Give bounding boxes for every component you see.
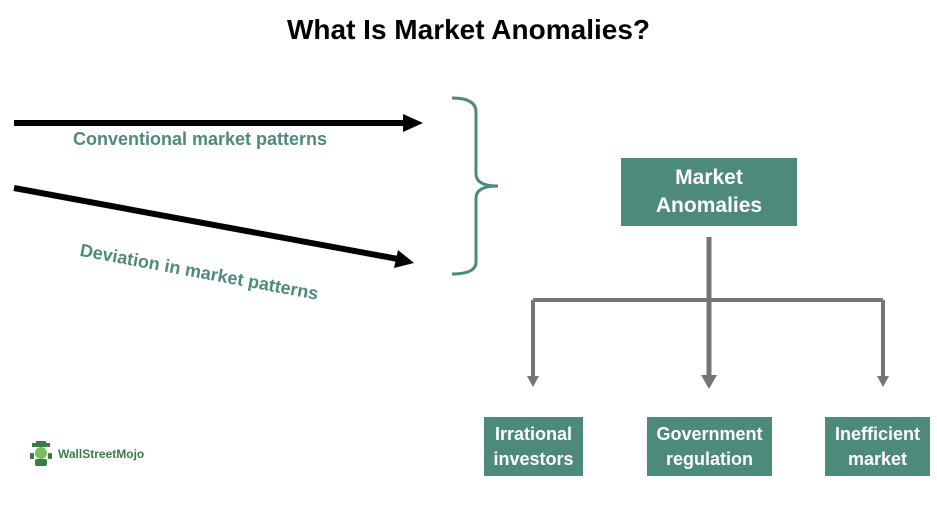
market-anomalies-box: Market Anomalies <box>621 158 797 226</box>
conventional-arrow-head <box>403 114 423 132</box>
left-arrow-head <box>527 376 539 387</box>
inefficient-market-line2: market <box>847 448 908 469</box>
conventional-arrow-label: Conventional market patterns <box>73 129 328 149</box>
government-regulation-line2: regulation <box>665 448 753 469</box>
government-regulation-box: Government regulation <box>647 417 772 476</box>
logo-mascot-icon <box>30 441 52 466</box>
page-title: What Is Market Anomalies? <box>286 14 651 45</box>
deviation-arrow-head <box>394 250 414 268</box>
irrational-investors-line1: Irrational <box>494 424 572 445</box>
market-anomalies-line2: Anomalies <box>655 194 763 217</box>
inefficient-market-line1: Inefficient <box>834 424 920 445</box>
government-regulation-line1: Government <box>656 424 763 445</box>
wallstreetmojo-logo: WallStreetMojo <box>28 441 144 467</box>
right-arrow-head <box>877 376 889 387</box>
irrational-investors-line2: investors <box>493 448 574 469</box>
curly-brace <box>451 96 499 276</box>
inefficient-market-box: Inefficient market <box>825 417 930 476</box>
logo-text: WallStreetMojo <box>58 447 145 461</box>
middle-arrow-head <box>701 375 717 389</box>
market-anomalies-line1: Market <box>675 165 743 189</box>
irrational-investors-box: Irrational investors <box>484 417 583 476</box>
deviation-arrow-line <box>13 185 399 262</box>
